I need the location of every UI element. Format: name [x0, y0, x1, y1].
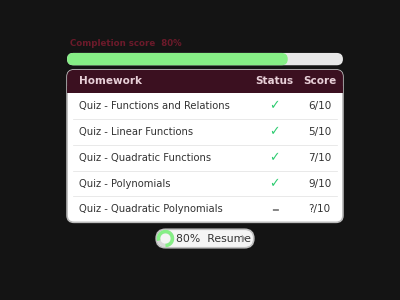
FancyBboxPatch shape: [67, 70, 343, 93]
Text: Quiz - Polynomials: Quiz - Polynomials: [80, 178, 171, 188]
Bar: [67, 86, 343, 93]
Text: 5/10: 5/10: [308, 127, 331, 137]
Text: Quiz - Linear Functions: Quiz - Linear Functions: [80, 127, 194, 137]
FancyBboxPatch shape: [67, 70, 343, 222]
FancyBboxPatch shape: [67, 53, 288, 65]
FancyBboxPatch shape: [156, 229, 254, 248]
Text: 80%  Resume: 80% Resume: [176, 233, 251, 244]
Text: –: –: [271, 202, 279, 217]
Text: 7/10: 7/10: [308, 153, 331, 163]
FancyBboxPatch shape: [67, 53, 343, 65]
Text: ?/10: ?/10: [309, 204, 331, 214]
Text: Quiz - Quadratic Polynomials: Quiz - Quadratic Polynomials: [80, 204, 223, 214]
Text: Quiz - Quadratic Functions: Quiz - Quadratic Functions: [80, 153, 212, 163]
Text: ✓: ✓: [270, 177, 280, 190]
Text: Status: Status: [256, 76, 294, 86]
Text: Quiz - Functions and Relations: Quiz - Functions and Relations: [80, 101, 230, 111]
Text: Score: Score: [303, 76, 336, 86]
Text: Homework: Homework: [80, 76, 142, 86]
Polygon shape: [242, 235, 246, 242]
Text: Completion score  80%: Completion score 80%: [70, 39, 182, 48]
FancyBboxPatch shape: [68, 71, 344, 224]
Text: ✓: ✓: [270, 151, 280, 164]
Text: 6/10: 6/10: [308, 101, 331, 111]
Text: 9/10: 9/10: [308, 178, 331, 188]
Text: ✓: ✓: [270, 99, 280, 112]
Text: ✓: ✓: [270, 125, 280, 138]
